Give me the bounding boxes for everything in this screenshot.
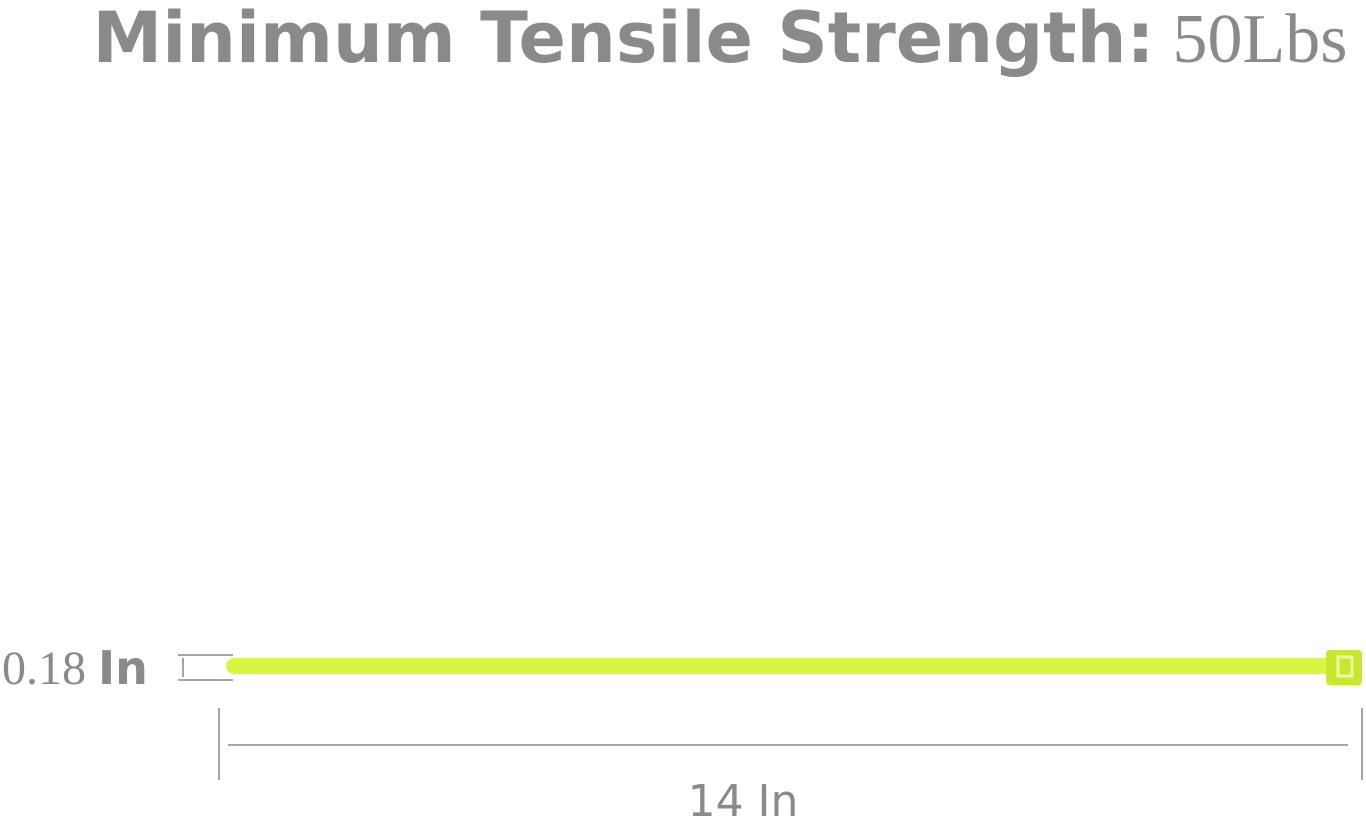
title-value: 50Lbs [1172,1,1347,78]
cable-tie [226,650,1362,685]
tie-head-slot [1336,655,1354,678]
length-dimension-lines [218,708,1363,780]
tie-head [1326,650,1362,685]
width-number: 0.18 [2,642,86,695]
tie-strap [226,658,1332,674]
title-label: Minimum Tensile Strength: [93,0,1155,79]
title: Minimum Tensile Strength: 50Lbs [93,0,1348,79]
width-dimension-lines [178,654,233,681]
width-label: 0.18 In [2,641,148,695]
width-unit: In [98,641,148,695]
length-label: 14 In [688,776,799,820]
